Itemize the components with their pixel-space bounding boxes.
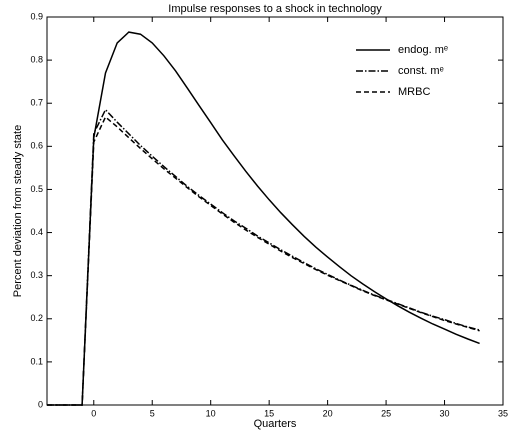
- y-tick-label: 0: [38, 399, 43, 409]
- series-line: [47, 108, 480, 406]
- y-tick-label: 0.4: [30, 227, 43, 237]
- x-tick-label: 20: [323, 408, 333, 418]
- y-tick-label: 0.1: [30, 356, 43, 366]
- x-tick-label: 35: [498, 408, 508, 418]
- series-line: [47, 31, 480, 406]
- x-axis-label: Quarters: [254, 418, 297, 430]
- x-tick-label: 15: [264, 408, 274, 418]
- y-tick-label: 0.9: [30, 11, 43, 21]
- legend-label: MRBC: [398, 86, 430, 98]
- chart-title: Impulse responses to a shock in technolo…: [168, 3, 382, 15]
- x-tick-label: 0: [91, 408, 96, 418]
- y-axis-label: Percent deviation from steady state: [12, 125, 24, 297]
- x-tick-label: 5: [150, 408, 155, 418]
- x-tick-label: 10: [206, 408, 216, 418]
- y-tick-label: 0.7: [30, 98, 43, 108]
- y-tick-label: 0.3: [30, 270, 43, 280]
- y-tick-label: 0.6: [30, 141, 43, 151]
- x-tick-label: 30: [440, 408, 450, 418]
- x-tick-label: 25: [381, 408, 391, 418]
- legend-label: const. mᵉ: [398, 65, 444, 77]
- legend-label: endog. mᵉ: [398, 44, 448, 56]
- y-tick-label: 0.8: [30, 54, 43, 64]
- y-tick-label: 0.2: [30, 313, 43, 323]
- y-tick-label: 0.5: [30, 184, 43, 194]
